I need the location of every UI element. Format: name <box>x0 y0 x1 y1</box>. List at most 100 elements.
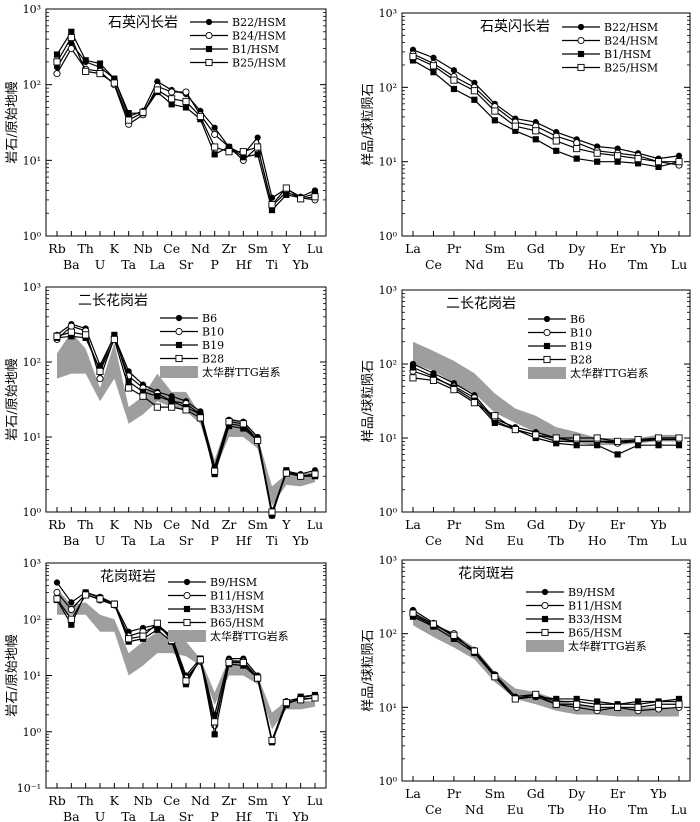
data-point <box>139 388 147 395</box>
data-point <box>82 57 89 64</box>
data-point <box>634 160 642 167</box>
data-point <box>211 467 219 475</box>
legend-label: B10 <box>570 327 592 340</box>
data-point <box>409 374 417 382</box>
legend-label: B9/HSM <box>568 586 615 599</box>
data-point <box>512 127 519 134</box>
legend-label: B1/HSM <box>604 48 651 61</box>
data-point <box>182 104 190 111</box>
data-point <box>53 58 61 66</box>
x-tick-label: Nb <box>134 241 153 256</box>
x-tick-label: Zr <box>222 517 237 532</box>
series-B25/HSM <box>409 52 683 166</box>
data-point <box>139 632 147 640</box>
x-tick-label: Nd <box>465 533 484 548</box>
legend-label: 太华群TTG岩系 <box>210 629 289 643</box>
data-point <box>450 67 458 74</box>
x-tick-label: Pr <box>447 241 461 256</box>
x-tick-label: Yb <box>649 241 666 256</box>
x-tick-label: Ba <box>63 809 80 822</box>
data-point <box>573 139 581 147</box>
data-point <box>675 442 683 449</box>
data-point <box>429 376 438 384</box>
data-point <box>532 127 540 135</box>
data-point <box>168 101 175 108</box>
y-tick-label: 10³ <box>23 281 41 294</box>
data-point <box>409 613 417 620</box>
data-point <box>471 96 478 103</box>
legend-marker <box>175 327 183 336</box>
x-tick-label: Sr <box>179 533 194 548</box>
data-point <box>491 419 498 426</box>
legend-swatch <box>526 640 564 652</box>
legend-label: B33/HSM <box>210 603 264 616</box>
x-tick-label: Ti <box>266 257 278 272</box>
data-point <box>552 700 560 708</box>
data-point <box>53 64 61 71</box>
x-tick-label: Sm <box>247 793 268 808</box>
data-point <box>125 110 132 117</box>
x-tick-label: Sm <box>485 517 506 532</box>
legend-label: B19 <box>202 339 224 352</box>
data-point <box>225 422 233 430</box>
data-point <box>297 195 305 203</box>
data-point <box>110 79 118 87</box>
x-tick-label: Yb <box>649 786 666 801</box>
data-point <box>614 152 622 160</box>
x-tick-label: Nd <box>465 257 484 272</box>
y-tick-label: 10³ <box>379 554 397 567</box>
data-point <box>511 426 519 434</box>
x-tick-label: Th <box>77 241 93 256</box>
y-tick-label: 10² <box>23 79 41 92</box>
data-point <box>239 658 247 667</box>
data-point <box>593 434 601 442</box>
series-B65/HSM <box>53 591 319 745</box>
data-point <box>552 137 560 145</box>
data-point <box>409 57 417 64</box>
x-tick-label: Yb <box>292 533 309 548</box>
y-tick-label: 10¹ <box>379 156 397 169</box>
data-point <box>409 609 417 617</box>
data-point <box>254 143 262 151</box>
ttg-envelope <box>413 341 679 446</box>
data-point <box>511 695 519 703</box>
x-tick-label: Rb <box>48 793 65 808</box>
x-tick-label: Tm <box>628 533 648 548</box>
data-point <box>153 403 161 411</box>
x-tick-label: K <box>110 241 120 256</box>
x-tick-label: Y <box>281 517 291 532</box>
series-line <box>412 49 680 160</box>
x-tick-label: Ba <box>63 257 80 272</box>
data-point <box>168 88 176 96</box>
data-point <box>196 656 204 664</box>
data-point <box>196 414 204 422</box>
x-tick-label: K <box>110 793 120 808</box>
x-tick-label: U <box>95 533 106 548</box>
data-point <box>655 442 662 449</box>
data-point <box>211 718 219 726</box>
data-point <box>532 136 539 143</box>
x-tick-label: Ti <box>266 533 278 548</box>
data-point <box>168 95 176 103</box>
x-tick-label: Gd <box>527 241 545 256</box>
legend-label: B33/HSM <box>568 613 622 626</box>
data-point <box>96 595 104 603</box>
legend-marker <box>543 328 551 337</box>
data-point <box>254 151 261 158</box>
data-point <box>211 151 218 158</box>
legend-marker <box>175 314 183 322</box>
data-point <box>68 621 75 628</box>
data-point <box>675 700 683 708</box>
x-tick-label: Tb <box>548 802 564 817</box>
data-point <box>53 579 61 586</box>
data-point <box>96 60 104 67</box>
legend-marker <box>541 588 549 596</box>
data-point <box>67 45 75 53</box>
y-axis-label: 样品/球粒陨石 <box>361 629 376 711</box>
series-line <box>412 616 680 705</box>
legend-swatch <box>168 630 206 642</box>
data-point <box>125 384 133 392</box>
